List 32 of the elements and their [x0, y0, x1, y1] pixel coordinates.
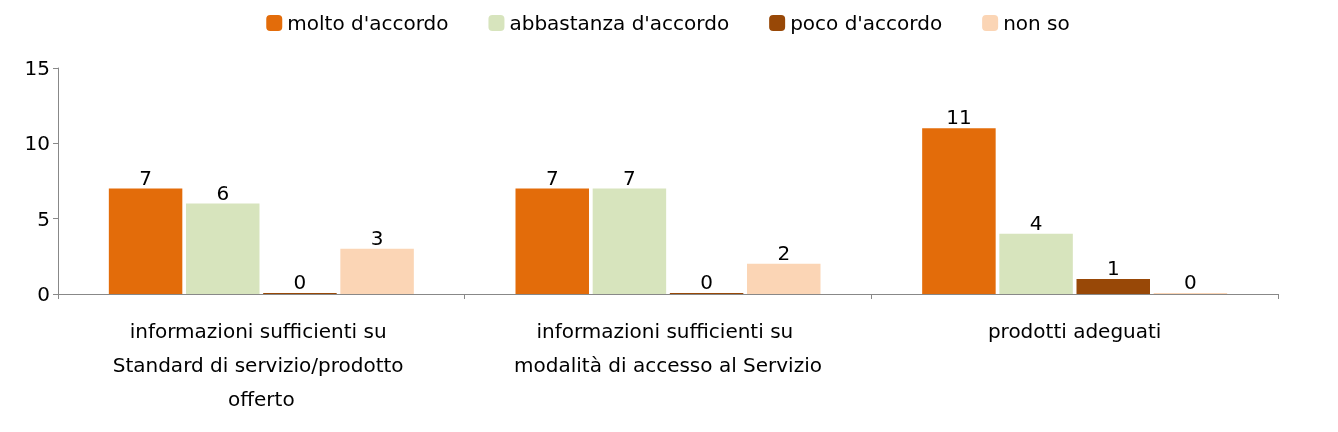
bar	[747, 263, 821, 294]
y-tick-label: 10	[24, 131, 50, 156]
data-label: 0	[293, 270, 307, 294]
y-tick-label: 0	[37, 282, 50, 306]
bar	[592, 188, 667, 294]
data-label: 7	[545, 165, 559, 190]
data-label: 0	[700, 270, 713, 294]
legend-label: poco d'accordo	[790, 11, 943, 35]
bar	[108, 188, 183, 294]
data-label: 7	[623, 165, 636, 190]
bar	[999, 233, 1073, 294]
bar	[1076, 278, 1150, 294]
data-label: 4	[1029, 210, 1043, 235]
legend-label: non so	[1003, 11, 1070, 35]
legend-label: abbastanza d'accordo	[509, 11, 730, 35]
bar	[515, 188, 589, 294]
data-label: 11	[946, 105, 972, 130]
y-tick-label: 5	[37, 206, 50, 231]
data-label: 7	[139, 165, 152, 190]
bar	[922, 128, 996, 294]
data-label: 3	[370, 225, 384, 250]
legend-label: molto d'accordo	[287, 11, 449, 35]
x-tick-label: informazioni sufficienti su Standard di servizio/prodotto offerto	[112, 319, 410, 411]
x-tick-label: informazioni sufficienti su modalità di accesso al Servizio	[514, 319, 822, 377]
data-label: 6	[216, 180, 230, 205]
bar	[340, 248, 414, 294]
y-tick-label: 15	[24, 56, 50, 80]
data-label: 1	[1106, 255, 1120, 280]
data-label: 2	[777, 240, 791, 265]
bar	[186, 203, 260, 294]
x-tick-label: prodotti adeguati	[987, 319, 1162, 343]
data-label: 0	[1184, 270, 1197, 294]
